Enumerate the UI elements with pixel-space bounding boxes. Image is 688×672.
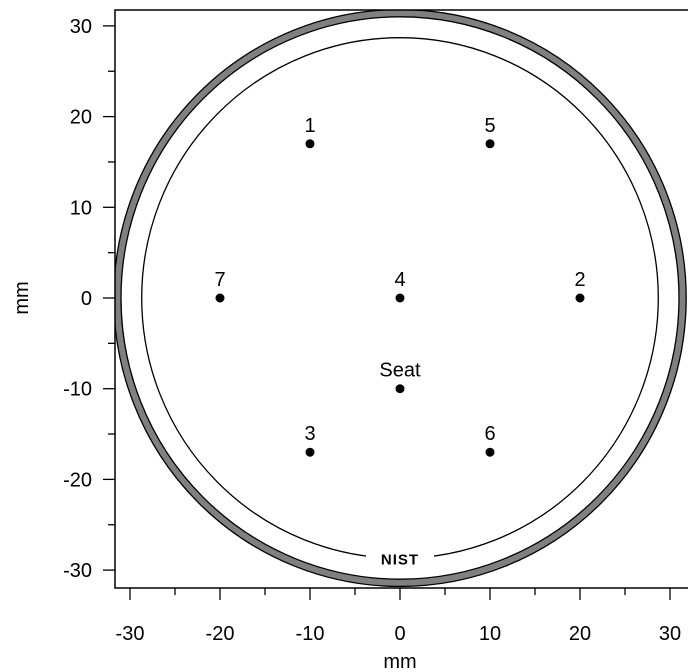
point-label: 1	[304, 115, 315, 137]
y-tick-label: -20	[63, 469, 92, 491]
point-label: 7	[214, 269, 225, 291]
measurement-point	[575, 293, 585, 303]
x-axis-title: mm	[383, 651, 416, 672]
x-tick-label: 10	[479, 623, 501, 645]
measurement-points: 1 5 7 4 2 Seat 3 6	[214, 115, 586, 457]
plot-frame	[114, 9, 688, 589]
point-label: 5	[484, 115, 495, 137]
outer-ring-fill	[115, 10, 687, 587]
x-tick-label: -20	[206, 623, 235, 645]
x-tick-label: 0	[394, 623, 405, 645]
point-label: 2	[574, 269, 585, 291]
point-label: 6	[484, 423, 495, 445]
measurement-point	[395, 384, 405, 394]
logo-text: NIST	[381, 551, 419, 568]
measurement-point	[395, 293, 405, 303]
y-tick-label: 30	[70, 16, 92, 38]
axis-ticks: -30 -20 -10 0 10 20 30 -30 -20 -10 0 10 20 30	[63, 16, 681, 645]
outer-ring-inner-edge	[120, 16, 680, 580]
x-tick-label: 20	[569, 623, 591, 645]
y-tick-label: -30	[63, 560, 92, 582]
x-tick-label: -10	[296, 623, 325, 645]
nist-logo: NIST	[366, 548, 434, 569]
y-tick-label: -10	[63, 379, 92, 401]
x-tick-label: 30	[659, 623, 681, 645]
point-label: Seat	[379, 360, 421, 382]
y-tick-label: 0	[81, 288, 92, 310]
outer-ring-outer-edge	[115, 10, 687, 587]
measurement-point	[305, 447, 315, 457]
y-tick-label: 10	[70, 197, 92, 219]
x-tick-label: -30	[116, 623, 145, 645]
measurement-point	[305, 139, 315, 149]
measurement-point	[485, 447, 495, 457]
point-label: 4	[394, 269, 405, 291]
measurement-point	[485, 139, 495, 149]
y-tick-label: 20	[70, 107, 92, 129]
y-axis-title: mm	[11, 281, 33, 314]
measurement-point	[215, 293, 225, 303]
point-label: 3	[304, 423, 315, 445]
logo-background	[366, 548, 434, 569]
